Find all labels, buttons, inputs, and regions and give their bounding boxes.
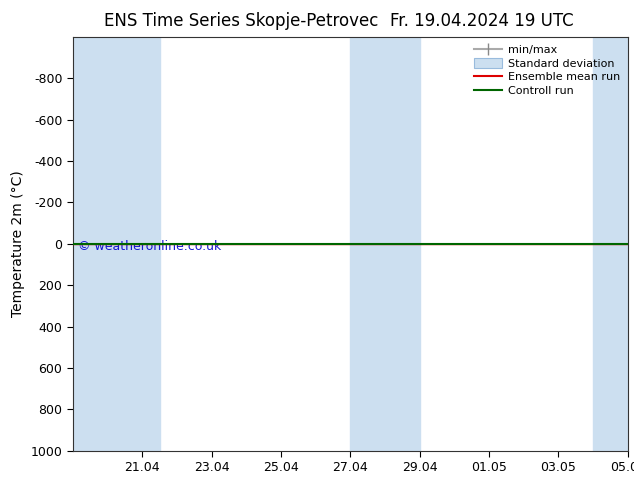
Bar — [350, 37, 420, 451]
Bar — [593, 37, 628, 451]
Legend: min/max, Standard deviation, Ensemble mean run, Controll run: min/max, Standard deviation, Ensemble me… — [472, 42, 622, 98]
Y-axis label: Temperature 2m (°C): Temperature 2m (°C) — [11, 171, 25, 317]
Text: ENS Time Series Skopje-Petrovec: ENS Time Series Skopje-Petrovec — [104, 12, 378, 30]
Text: Fr. 19.04.2024 19 UTC: Fr. 19.04.2024 19 UTC — [390, 12, 574, 30]
Bar — [73, 37, 160, 451]
Text: © weatheronline.co.uk: © weatheronline.co.uk — [79, 240, 222, 253]
